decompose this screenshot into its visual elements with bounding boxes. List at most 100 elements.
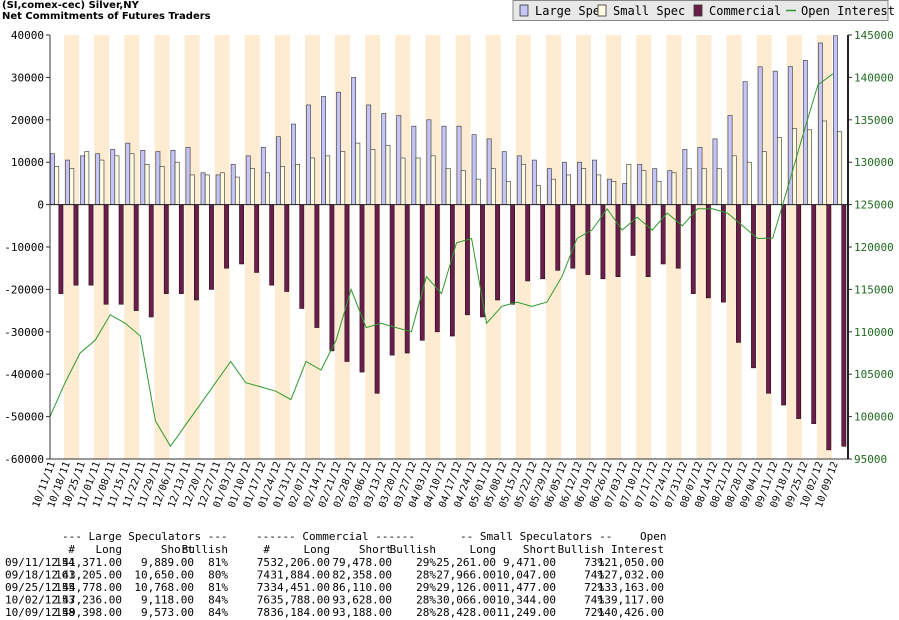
- stripe: [696, 35, 712, 459]
- bar: [351, 77, 357, 205]
- bar: [159, 166, 165, 205]
- bar: [585, 204, 591, 275]
- bar: [430, 155, 436, 205]
- bar: [826, 204, 832, 451]
- bar: [133, 204, 139, 311]
- table-header: Short: [161, 543, 194, 556]
- table-cell: 161: [55, 569, 75, 582]
- bar: [471, 134, 477, 205]
- table-cell: 139,117.00: [598, 594, 664, 607]
- table-cell: 9,118.00: [141, 594, 194, 607]
- y-tick-label: 0: [37, 199, 44, 212]
- table-cell: 49,398.00: [62, 606, 122, 619]
- table-cell: 36,184.00: [270, 606, 330, 619]
- bar: [690, 204, 696, 294]
- table-cell: 47,236.00: [62, 594, 122, 607]
- bar: [224, 204, 229, 269]
- bar: [144, 164, 150, 205]
- y2-tick-label: 100000: [854, 411, 894, 424]
- table-cell: 9,889.00: [141, 556, 194, 569]
- y-tick-label: 10000: [11, 156, 44, 169]
- stripe: [94, 35, 110, 459]
- bar: [88, 204, 94, 286]
- bar: [531, 159, 537, 205]
- bar: [99, 159, 105, 205]
- bar: [837, 131, 843, 205]
- bar: [720, 204, 726, 303]
- y-tick-label: -20000: [4, 283, 44, 296]
- bar: [551, 178, 556, 205]
- bar: [757, 66, 763, 205]
- table-cell: 75: [257, 556, 270, 569]
- table-cell: 34,451.00: [270, 581, 330, 594]
- table-cell: 32,206.00: [270, 556, 330, 569]
- bar: [69, 168, 75, 205]
- bar: [742, 81, 748, 205]
- table-cell: 158: [55, 606, 75, 619]
- bar: [701, 168, 707, 205]
- table-header: Long: [96, 543, 123, 556]
- stripe: [184, 35, 200, 459]
- bar: [581, 168, 587, 205]
- table-header: Bullish: [390, 543, 436, 556]
- bar: [671, 172, 677, 205]
- bar: [254, 204, 260, 273]
- table-header: Long: [470, 543, 497, 556]
- table-cell: 74: [257, 569, 271, 582]
- bar: [555, 204, 561, 271]
- bar: [385, 144, 391, 205]
- table-cell: 86,110.00: [332, 581, 392, 594]
- y2-tick-label: 140000: [854, 71, 894, 84]
- bar: [95, 153, 101, 205]
- bar: [234, 176, 240, 205]
- bar: [641, 170, 647, 205]
- table-header: Short: [359, 543, 392, 556]
- bar: [697, 147, 703, 205]
- bar: [310, 157, 316, 205]
- bar: [445, 168, 451, 205]
- bar: [611, 180, 617, 205]
- bar: [269, 204, 275, 286]
- bar: [84, 151, 90, 205]
- bar: [645, 204, 651, 277]
- bar: [275, 136, 281, 205]
- table-cell: 80%: [208, 569, 228, 582]
- table-cell: 121,050.00: [598, 556, 664, 569]
- bar: [299, 204, 305, 309]
- bar: [727, 115, 733, 205]
- y2-tick-label: 130000: [854, 156, 894, 169]
- table-cell: 93,628.00: [332, 594, 392, 607]
- y-tick-label: -40000: [4, 368, 44, 381]
- y-tick-label: -10000: [4, 241, 44, 254]
- table-header: #: [263, 543, 270, 556]
- bar: [736, 204, 741, 343]
- bar: [80, 155, 86, 205]
- table-cell: 153: [55, 594, 75, 607]
- y-tick-label: 20000: [11, 114, 44, 127]
- bar: [129, 153, 135, 205]
- table-cell: 81%: [208, 581, 228, 594]
- bar: [811, 204, 817, 424]
- bar: [110, 149, 116, 205]
- legend-swatch: [597, 4, 607, 17]
- bar: [656, 180, 662, 205]
- bar: [505, 180, 511, 205]
- table-cell: 74%: [584, 569, 604, 582]
- table-cell: 43,205.00: [62, 569, 122, 582]
- bar: [841, 204, 847, 447]
- bar: [652, 168, 658, 205]
- bar: [441, 125, 447, 205]
- bar: [540, 204, 546, 280]
- table-cell: 76: [257, 594, 270, 607]
- table-cell: 10,047.00: [496, 569, 556, 582]
- bar: [501, 151, 507, 205]
- bar: [596, 174, 602, 205]
- bar: [219, 172, 225, 205]
- table-cell: 29,126.00: [436, 581, 496, 594]
- bar: [746, 161, 752, 205]
- bar: [592, 159, 597, 205]
- bar: [155, 151, 161, 205]
- bar: [712, 138, 718, 205]
- table-cell: 28,428.00: [436, 606, 496, 619]
